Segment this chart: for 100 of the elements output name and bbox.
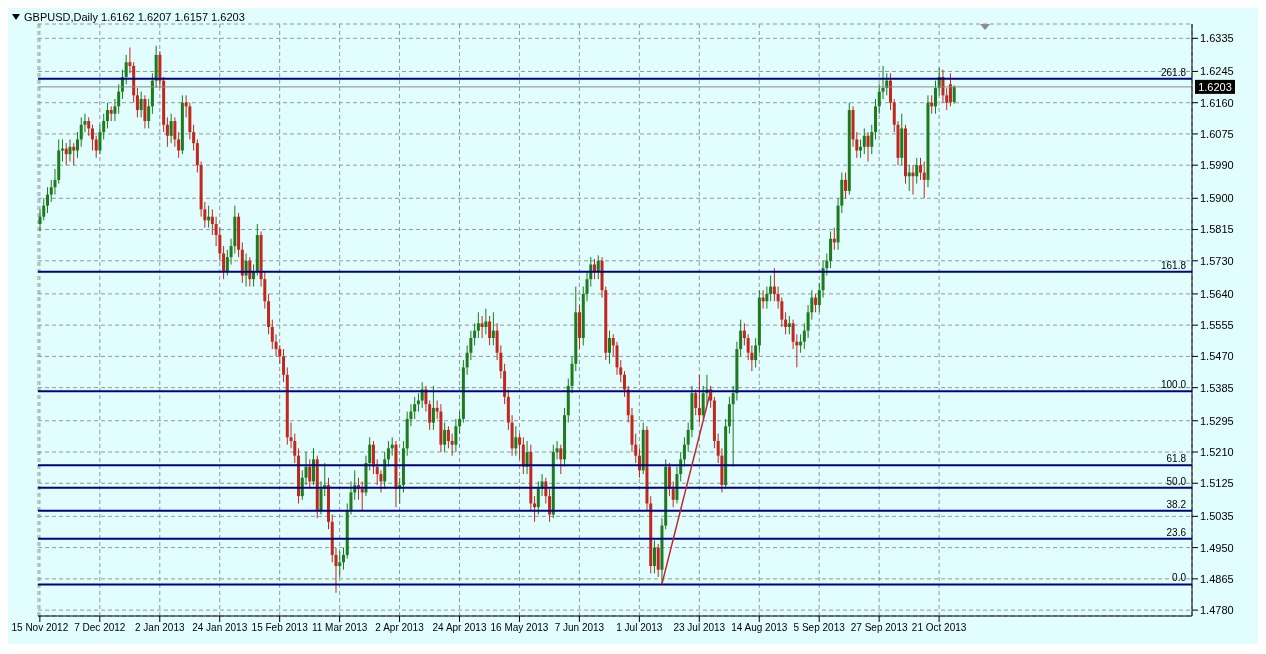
x-tick-label: 1 Jul 2013 bbox=[616, 622, 663, 634]
candlestick bbox=[548, 488, 552, 523]
y-tick-label: 1.6335 bbox=[1200, 32, 1234, 45]
candlestick bbox=[169, 113, 173, 144]
candlestick bbox=[682, 436, 686, 468]
candlestick bbox=[105, 102, 109, 129]
x-tick-label: 23 Jul 2013 bbox=[673, 622, 726, 634]
candlestick bbox=[431, 385, 435, 431]
candlestick bbox=[866, 131, 870, 163]
candlestick bbox=[98, 124, 102, 155]
candlestick bbox=[282, 348, 286, 383]
y-tick-label: 1.5035 bbox=[1200, 510, 1234, 523]
candlestick bbox=[143, 94, 147, 129]
candlestick bbox=[450, 433, 454, 457]
candlestick bbox=[918, 157, 922, 181]
candlestick bbox=[814, 293, 818, 313]
x-tick-label: 7 Jun 2013 bbox=[554, 622, 605, 634]
candlestick bbox=[765, 286, 769, 310]
annotation: 161.8 bbox=[1160, 259, 1187, 271]
candlestick bbox=[476, 311, 480, 339]
candlestick bbox=[308, 458, 312, 490]
x-tick-label: 14 Aug 2013 bbox=[731, 622, 788, 634]
y-tick-label: 1.5210 bbox=[1200, 445, 1234, 458]
annotation: 61.8 bbox=[1166, 453, 1187, 465]
candlestick bbox=[787, 315, 791, 335]
y-tick-label: 1.6075 bbox=[1200, 127, 1234, 140]
candlestick bbox=[922, 161, 926, 199]
candlestick bbox=[147, 98, 151, 129]
annotation: 38.2 bbox=[1166, 498, 1187, 510]
candlestick bbox=[952, 84, 956, 105]
x-tick-label: 15 Feb 2013 bbox=[251, 622, 309, 634]
y-tick-label: 1.5900 bbox=[1200, 192, 1234, 205]
candlestick bbox=[559, 444, 563, 475]
candlestick bbox=[667, 462, 671, 497]
candlestick bbox=[90, 124, 94, 151]
y-tick-label: 1.5640 bbox=[1200, 287, 1234, 300]
candlestick bbox=[79, 116, 83, 148]
candlestick bbox=[829, 230, 833, 269]
candlestick bbox=[593, 258, 597, 280]
candlestick bbox=[518, 433, 522, 460]
candlestick bbox=[420, 381, 424, 409]
candlestick bbox=[124, 54, 128, 85]
candlestick bbox=[484, 308, 488, 335]
annotation: 23.6 bbox=[1166, 526, 1187, 538]
annotation: 0.0 bbox=[1172, 572, 1187, 584]
candlestick bbox=[480, 315, 484, 339]
annotation: 100.0 bbox=[1160, 379, 1187, 391]
y-tick-label: 1.5815 bbox=[1200, 223, 1234, 236]
candlestick bbox=[652, 539, 656, 574]
candlestick bbox=[870, 124, 874, 155]
x-tick-label: 27 Sep 2013 bbox=[850, 622, 908, 634]
x-tick-label: 2 Jan 2013 bbox=[135, 622, 185, 634]
y-tick-label: 1.4865 bbox=[1200, 572, 1234, 585]
x-tick-label: 24 Apr 2013 bbox=[432, 622, 487, 634]
candlestick bbox=[135, 87, 139, 118]
candlestick bbox=[671, 480, 675, 508]
candlestick bbox=[312, 447, 316, 486]
x-tick-label: 2 Apr 2013 bbox=[375, 622, 425, 634]
candlestick bbox=[521, 436, 525, 475]
candlestick bbox=[94, 135, 98, 159]
candlestick bbox=[165, 116, 169, 148]
candlestick bbox=[533, 495, 537, 523]
y-tick-label: 1.5555 bbox=[1200, 319, 1234, 332]
candlestick bbox=[622, 370, 626, 398]
candlestick bbox=[222, 245, 226, 280]
candlestick bbox=[948, 72, 952, 107]
candlestick bbox=[386, 440, 390, 468]
candlestick bbox=[454, 418, 458, 453]
y-tick-label: 1.5730 bbox=[1200, 254, 1234, 267]
x-tick-label: 21 Oct 2013 bbox=[911, 622, 967, 634]
candlestick bbox=[933, 80, 937, 115]
candlestick bbox=[694, 389, 698, 416]
annotation: 261.8 bbox=[1160, 66, 1187, 78]
candlestick bbox=[68, 138, 72, 163]
candlestick bbox=[656, 543, 660, 578]
annotation: 50.0 bbox=[1166, 475, 1187, 487]
candlestick bbox=[862, 127, 866, 155]
candlestick bbox=[514, 425, 518, 457]
candlestick bbox=[139, 91, 143, 118]
y-tick-label: 1.4780 bbox=[1200, 604, 1234, 617]
candlestick bbox=[371, 440, 375, 475]
candlestick bbox=[697, 374, 701, 424]
y-tick-label: 1.5385 bbox=[1200, 381, 1234, 394]
y-tick-label: 1.5990 bbox=[1200, 159, 1234, 172]
candlestick bbox=[173, 116, 177, 148]
candlestick bbox=[488, 315, 492, 346]
x-tick-label: 16 May 2013 bbox=[490, 622, 549, 634]
x-tick-label: 5 Sep 2013 bbox=[793, 622, 846, 634]
candlestick bbox=[338, 550, 342, 578]
y-tick-label: 1.5125 bbox=[1200, 477, 1234, 490]
ref-line-label: 1.6203 bbox=[1198, 80, 1232, 93]
candlestick bbox=[844, 172, 848, 199]
y-tick-label: 1.4950 bbox=[1200, 541, 1234, 554]
candlestick bbox=[45, 186, 49, 214]
x-tick-label: 15 Nov 2012 bbox=[11, 622, 69, 634]
candlestick bbox=[75, 131, 79, 159]
candlestick bbox=[87, 116, 91, 137]
chart-title: GBPUSD,Daily 1.6162 1.6207 1.6157 1.6203 bbox=[24, 11, 245, 23]
x-tick-label: 7 Dec 2012 bbox=[74, 622, 126, 634]
candlestick bbox=[754, 337, 758, 368]
